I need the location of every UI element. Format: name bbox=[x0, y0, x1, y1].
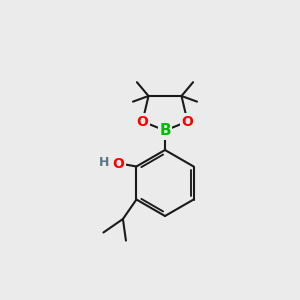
Text: O: O bbox=[182, 115, 194, 128]
Text: B: B bbox=[159, 123, 171, 138]
Text: O: O bbox=[112, 157, 124, 170]
Text: H: H bbox=[99, 155, 110, 169]
Text: O: O bbox=[136, 115, 148, 128]
